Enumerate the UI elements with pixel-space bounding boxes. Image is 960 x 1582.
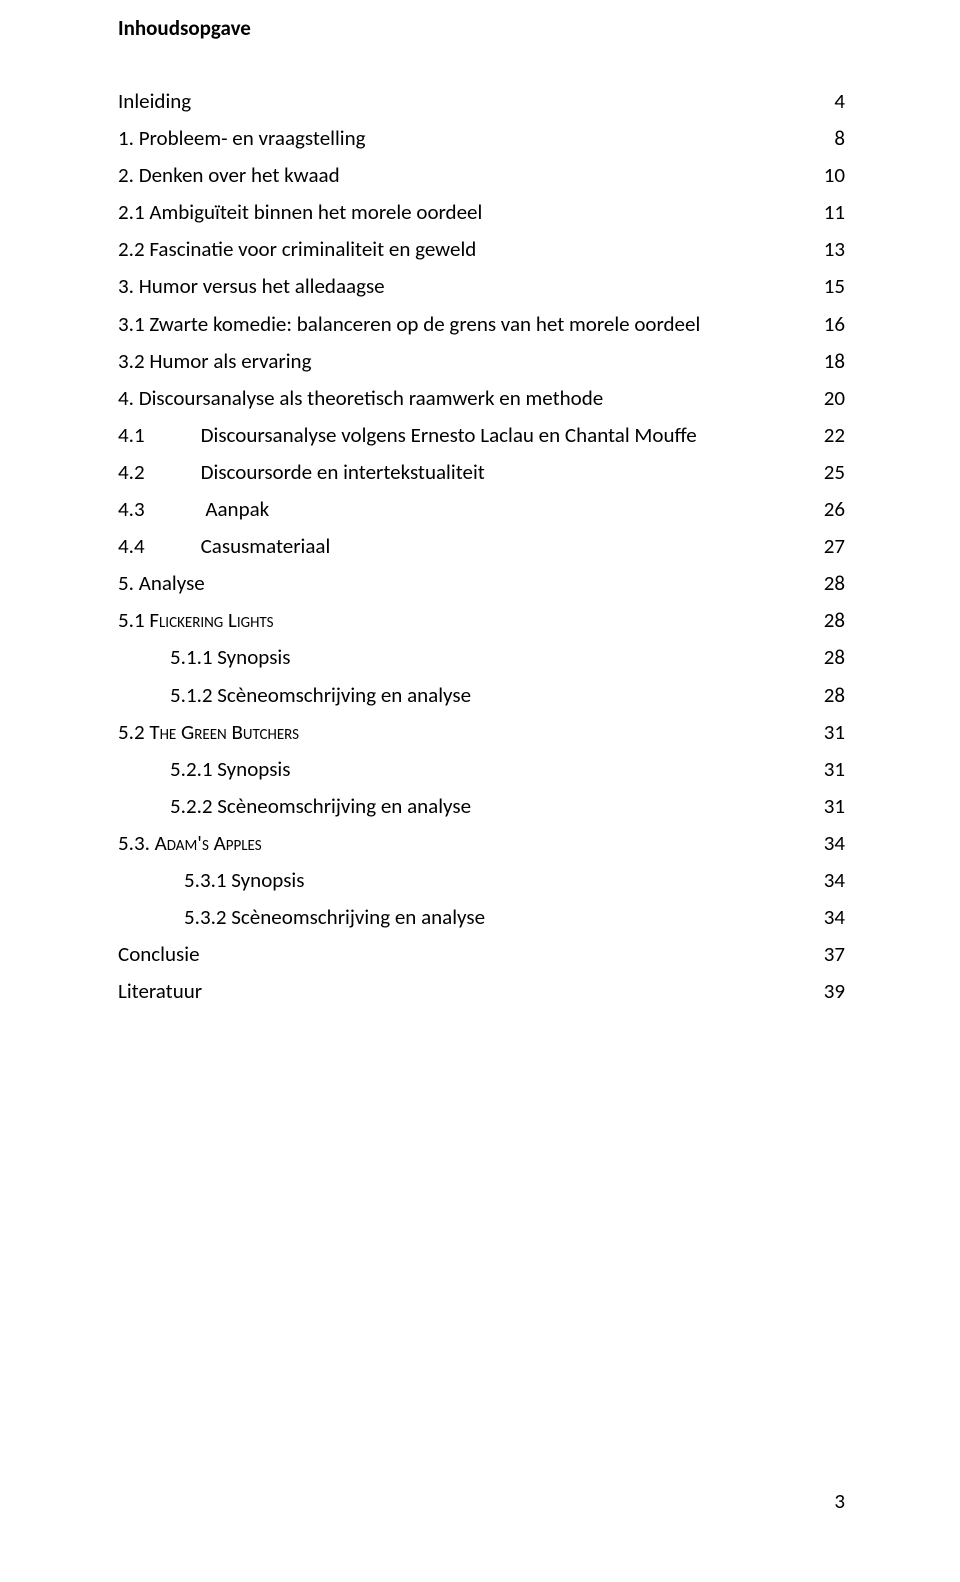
toc-entry-page: 15: [805, 276, 845, 297]
toc-entry: 4. Discoursanalyse als theoretisch raamw…: [118, 388, 845, 409]
toc-entry-label: 5.1.2 Scèneomschrijving en analyse: [170, 685, 805, 706]
toc-entry-label: 4.3 Aanpak: [118, 499, 805, 520]
page-number: 3: [834, 1488, 845, 1514]
toc-entry: 5.1.1 Synopsis28: [118, 647, 845, 668]
toc-entry-label: 5.1.1 Synopsis: [170, 647, 805, 668]
toc-entry-page: 28: [805, 573, 845, 594]
toc-entry-label: 5.3. Adam's Apples: [118, 833, 805, 854]
toc-entry-page: 27: [805, 536, 845, 557]
toc-entry-page: 37: [805, 944, 845, 965]
toc-entry-page: 11: [805, 202, 845, 223]
toc-list: Inleiding41. Probleem- en vraagstelling8…: [118, 91, 845, 1002]
toc-entry-page: 13: [805, 239, 845, 260]
toc-entry-label: 5.2 The Green Butchers: [118, 722, 805, 743]
toc-entry-label: 3.2 Humor als ervaring: [118, 351, 805, 372]
toc-entry: 5. Analyse28: [118, 573, 845, 594]
toc-entry-page: 31: [805, 722, 845, 743]
toc-entry: 3.1 Zwarte komedie: balanceren op de gre…: [118, 314, 845, 335]
toc-entry-label: 4. Discoursanalyse als theoretisch raamw…: [118, 388, 805, 409]
toc-title: Inhoudsopgave: [118, 15, 845, 41]
toc-entry-page: 34: [805, 833, 845, 854]
toc-entry-label: 1. Probleem- en vraagstelling: [118, 128, 805, 149]
toc-entry-page: 31: [805, 759, 845, 780]
toc-entry-page: 22: [805, 425, 845, 446]
toc-entry-page: 28: [805, 647, 845, 668]
toc-entry-page: 25: [805, 462, 845, 483]
toc-entry-label: 2. Denken over het kwaad: [118, 165, 805, 186]
toc-entry-label: 5.1 Flickering Lights: [118, 610, 805, 631]
toc-entry-page: 16: [805, 314, 845, 335]
toc-entry-page: 28: [805, 610, 845, 631]
toc-entry: 4.3 Aanpak26: [118, 499, 845, 520]
toc-entry-page: 34: [805, 907, 845, 928]
toc-entry-label: 5.2.1 Synopsis: [170, 759, 805, 780]
toc-entry: 5.1 Flickering Lights28: [118, 610, 845, 631]
toc-entry: 2.1 Ambiguïteit binnen het morele oordee…: [118, 202, 845, 223]
toc-entry-label: 3.1 Zwarte komedie: balanceren op de gre…: [118, 314, 805, 335]
toc-entry-page: 10: [805, 165, 845, 186]
toc-entry: Literatuur39: [118, 981, 845, 1002]
toc-entry: 4.2Discoursorde en intertekstualiteit25: [118, 462, 845, 483]
toc-entry-label: 4.1Discoursanalyse volgens Ernesto Lacla…: [118, 425, 805, 446]
toc-entry: Inleiding4: [118, 91, 845, 112]
toc-entry: 5.3.2 Scèneomschrijving en analyse34: [118, 907, 845, 928]
toc-entry-label: 3. Humor versus het alledaagse: [118, 276, 805, 297]
toc-entry-label: Conclusie: [118, 944, 805, 965]
toc-entry: Conclusie37: [118, 944, 845, 965]
toc-entry-page: 39: [805, 981, 845, 1002]
toc-entry-page: 34: [805, 870, 845, 891]
toc-entry: 5.2.2 Scèneomschrijving en analyse31: [118, 796, 845, 817]
document-page: Inhoudsopgave Inleiding41. Probleem- en …: [0, 0, 960, 1002]
toc-entry: 5.1.2 Scèneomschrijving en analyse28: [118, 685, 845, 706]
toc-entry-page: 20: [805, 388, 845, 409]
toc-entry-label: 2.1 Ambiguïteit binnen het morele oordee…: [118, 202, 805, 223]
toc-entry-label: 5. Analyse: [118, 573, 805, 594]
toc-entry-label: Inleiding: [118, 91, 805, 112]
toc-entry-page: 18: [805, 351, 845, 372]
toc-entry: 2.2 Fascinatie voor criminaliteit en gew…: [118, 239, 845, 260]
toc-entry-page: 8: [805, 128, 845, 149]
toc-entry: 5.2.1 Synopsis31: [118, 759, 845, 780]
toc-entry-label: 4.2Discoursorde en intertekstualiteit: [118, 462, 805, 483]
toc-entry: 3. Humor versus het alledaagse15: [118, 276, 845, 297]
toc-entry: 4.1Discoursanalyse volgens Ernesto Lacla…: [118, 425, 845, 446]
toc-entry-label: 5.3.2 Scèneomschrijving en analyse: [184, 907, 805, 928]
toc-entry-page: 31: [805, 796, 845, 817]
toc-entry-label: Literatuur: [118, 981, 805, 1002]
toc-entry: 3.2 Humor als ervaring18: [118, 351, 845, 372]
toc-entry: 1. Probleem- en vraagstelling8: [118, 128, 845, 149]
toc-entry: 5.2 The Green Butchers31: [118, 722, 845, 743]
toc-entry-page: 28: [805, 685, 845, 706]
toc-entry-label: 2.2 Fascinatie voor criminaliteit en gew…: [118, 239, 805, 260]
toc-entry: 2. Denken over het kwaad10: [118, 165, 845, 186]
toc-entry-page: 4: [805, 91, 845, 112]
toc-entry-label: 5.3.1 Synopsis: [184, 870, 805, 891]
toc-entry: 4.4Casusmateriaal27: [118, 536, 845, 557]
toc-entry-label: 4.4Casusmateriaal: [118, 536, 805, 557]
toc-entry-label: 5.2.2 Scèneomschrijving en analyse: [170, 796, 805, 817]
toc-entry: 5.3.1 Synopsis34: [118, 870, 845, 891]
toc-entry: 5.3. Adam's Apples34: [118, 833, 845, 854]
toc-entry-page: 26: [805, 499, 845, 520]
